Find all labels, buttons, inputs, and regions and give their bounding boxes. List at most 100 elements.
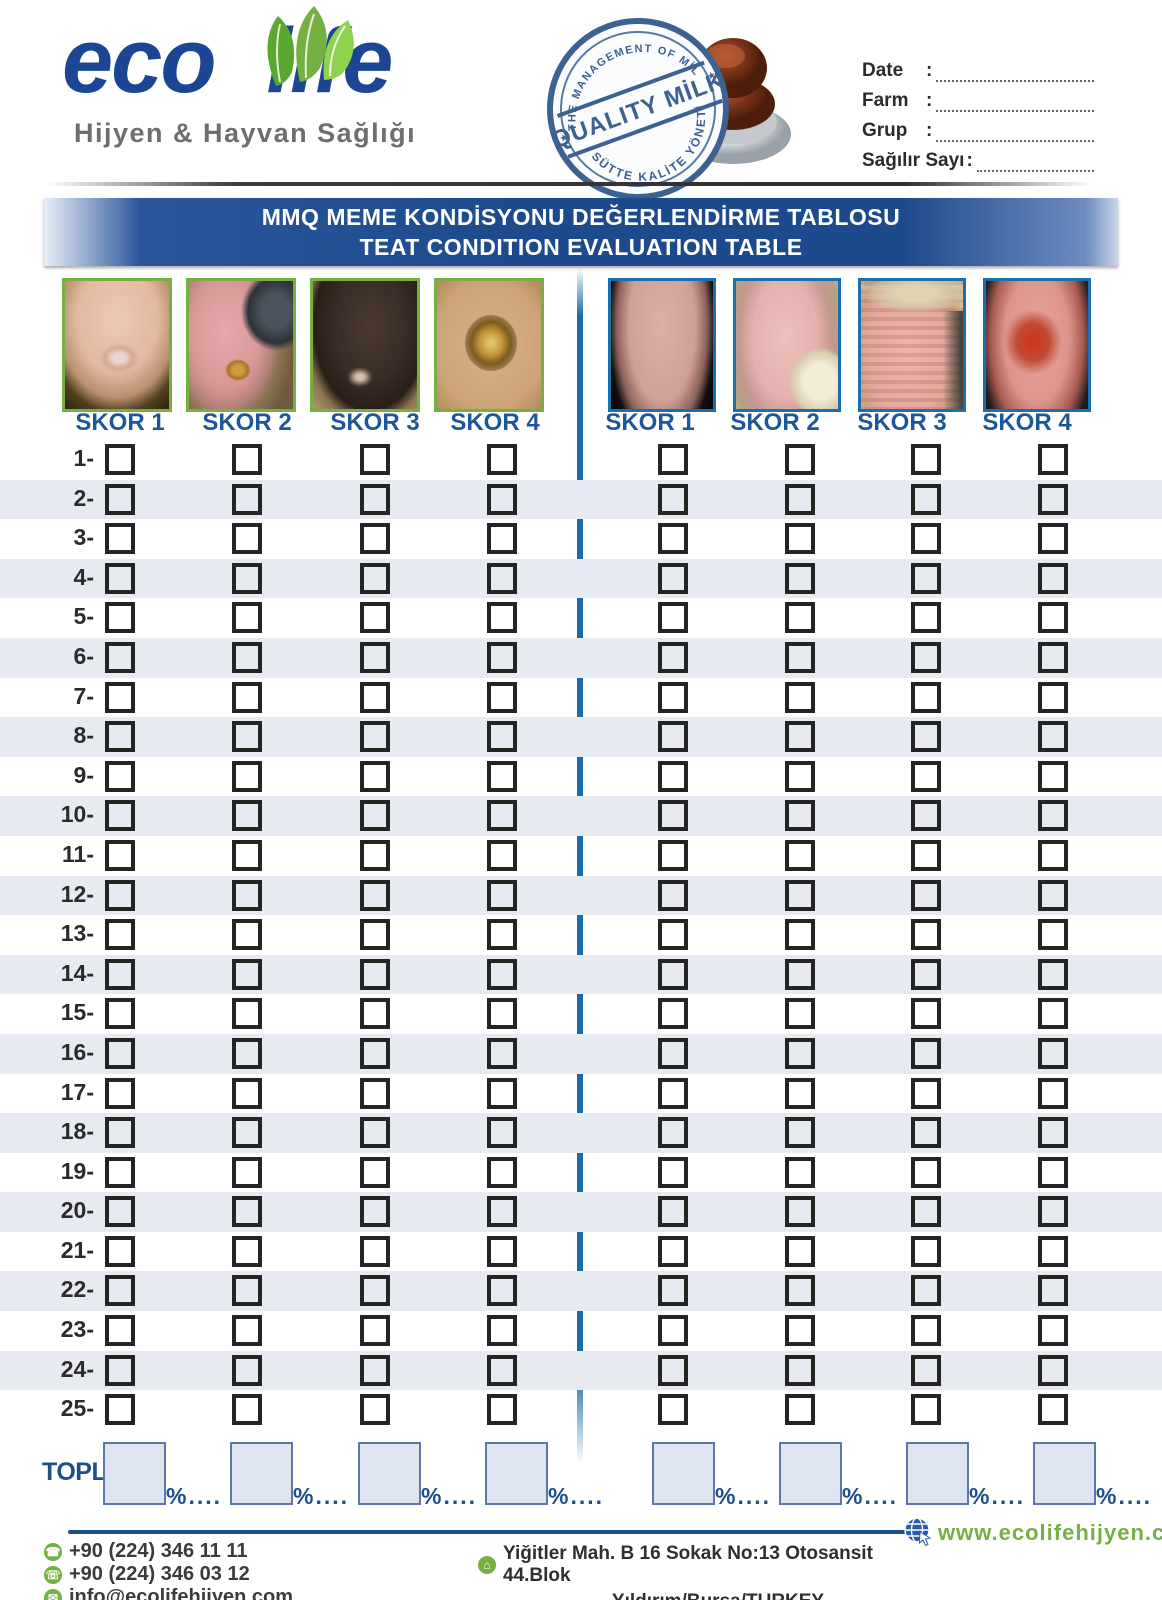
checkbox-left-skor4[interactable] xyxy=(487,681,517,713)
checkbox-right-skor2[interactable] xyxy=(785,1235,815,1267)
checkbox-right-skor2[interactable] xyxy=(785,1117,815,1149)
farm-input-line[interactable] xyxy=(936,90,1094,112)
checkbox-left-skor3[interactable] xyxy=(360,562,390,594)
checkbox-right-skor4[interactable] xyxy=(1038,523,1068,555)
checkbox-left-skor4[interactable] xyxy=(487,839,517,871)
checkbox-left-skor2[interactable] xyxy=(232,839,262,871)
checkbox-right-skor2[interactable] xyxy=(785,483,815,515)
checkbox-left-skor4[interactable] xyxy=(487,958,517,990)
checkbox-left-skor4[interactable] xyxy=(487,1077,517,1109)
checkbox-left-skor2[interactable] xyxy=(232,1196,262,1228)
checkbox-left-skor1[interactable] xyxy=(105,1117,135,1149)
checkbox-right-skor2[interactable] xyxy=(785,1077,815,1109)
checkbox-right-skor3[interactable] xyxy=(911,1354,941,1386)
checkbox-right-skor2[interactable] xyxy=(785,523,815,555)
checkbox-right-skor1[interactable] xyxy=(658,1037,688,1069)
checkbox-left-skor1[interactable] xyxy=(105,919,135,951)
checkbox-right-skor1[interactable] xyxy=(658,879,688,911)
checkbox-right-skor3[interactable] xyxy=(911,562,941,594)
checkbox-right-skor2[interactable] xyxy=(785,760,815,792)
checkbox-right-skor1[interactable] xyxy=(658,1117,688,1149)
checkbox-left-skor4[interactable] xyxy=(487,1235,517,1267)
checkbox-left-skor3[interactable] xyxy=(360,839,390,871)
checkbox-right-skor4[interactable] xyxy=(1038,839,1068,871)
checkbox-left-skor1[interactable] xyxy=(105,958,135,990)
checkbox-left-skor4[interactable] xyxy=(487,1156,517,1188)
checkbox-right-skor4[interactable] xyxy=(1038,721,1068,753)
checkbox-left-skor2[interactable] xyxy=(232,681,262,713)
checkbox-left-skor2[interactable] xyxy=(232,483,262,515)
checkbox-right-skor4[interactable] xyxy=(1038,444,1068,475)
checkbox-right-skor3[interactable] xyxy=(911,839,941,871)
checkbox-left-skor1[interactable] xyxy=(105,1394,135,1426)
total-input-box[interactable] xyxy=(906,1442,969,1505)
checkbox-right-skor1[interactable] xyxy=(658,602,688,634)
checkbox-left-skor4[interactable] xyxy=(487,1315,517,1347)
checkbox-right-skor2[interactable] xyxy=(785,839,815,871)
checkbox-left-skor3[interactable] xyxy=(360,641,390,673)
checkbox-right-skor4[interactable] xyxy=(1038,919,1068,951)
checkbox-left-skor1[interactable] xyxy=(105,602,135,634)
checkbox-left-skor2[interactable] xyxy=(232,1037,262,1069)
checkbox-right-skor4[interactable] xyxy=(1038,1196,1068,1228)
checkbox-right-skor1[interactable] xyxy=(658,444,688,475)
checkbox-left-skor2[interactable] xyxy=(232,1117,262,1149)
checkbox-right-skor2[interactable] xyxy=(785,444,815,475)
checkbox-left-skor2[interactable] xyxy=(232,523,262,555)
total-input-box[interactable] xyxy=(652,1442,715,1505)
checkbox-left-skor3[interactable] xyxy=(360,1315,390,1347)
checkbox-right-skor2[interactable] xyxy=(785,721,815,753)
checkbox-left-skor4[interactable] xyxy=(487,483,517,515)
checkbox-right-skor4[interactable] xyxy=(1038,562,1068,594)
checkbox-left-skor3[interactable] xyxy=(360,1354,390,1386)
checkbox-right-skor1[interactable] xyxy=(658,523,688,555)
checkbox-left-skor4[interactable] xyxy=(487,562,517,594)
checkbox-right-skor4[interactable] xyxy=(1038,1315,1068,1347)
checkbox-left-skor4[interactable] xyxy=(487,1196,517,1228)
checkbox-left-skor1[interactable] xyxy=(105,879,135,911)
checkbox-left-skor4[interactable] xyxy=(487,721,517,753)
checkbox-right-skor1[interactable] xyxy=(658,1235,688,1267)
checkbox-right-skor1[interactable] xyxy=(658,1315,688,1347)
checkbox-left-skor2[interactable] xyxy=(232,1077,262,1109)
checkbox-left-skor2[interactable] xyxy=(232,1235,262,1267)
checkbox-left-skor3[interactable] xyxy=(360,998,390,1030)
checkbox-right-skor3[interactable] xyxy=(911,681,941,713)
checkbox-right-skor4[interactable] xyxy=(1038,800,1068,832)
checkbox-right-skor3[interactable] xyxy=(911,483,941,515)
checkbox-left-skor3[interactable] xyxy=(360,1117,390,1149)
checkbox-right-skor4[interactable] xyxy=(1038,760,1068,792)
checkbox-right-skor4[interactable] xyxy=(1038,879,1068,911)
checkbox-right-skor1[interactable] xyxy=(658,562,688,594)
checkbox-right-skor3[interactable] xyxy=(911,1315,941,1347)
checkbox-left-skor2[interactable] xyxy=(232,1156,262,1188)
total-input-box[interactable] xyxy=(485,1442,548,1505)
checkbox-left-skor3[interactable] xyxy=(360,800,390,832)
checkbox-right-skor1[interactable] xyxy=(658,919,688,951)
checkbox-right-skor1[interactable] xyxy=(658,800,688,832)
checkbox-left-skor1[interactable] xyxy=(105,1275,135,1307)
checkbox-left-skor4[interactable] xyxy=(487,602,517,634)
checkbox-right-skor1[interactable] xyxy=(658,681,688,713)
checkbox-right-skor1[interactable] xyxy=(658,721,688,753)
total-input-box[interactable] xyxy=(779,1442,842,1505)
checkbox-right-skor3[interactable] xyxy=(911,721,941,753)
checkbox-right-skor3[interactable] xyxy=(911,1235,941,1267)
checkbox-left-skor3[interactable] xyxy=(360,1156,390,1188)
checkbox-right-skor3[interactable] xyxy=(911,1196,941,1228)
checkbox-right-skor1[interactable] xyxy=(658,1077,688,1109)
checkbox-left-skor4[interactable] xyxy=(487,1354,517,1386)
checkbox-left-skor4[interactable] xyxy=(487,523,517,555)
checkbox-right-skor2[interactable] xyxy=(785,1394,815,1426)
checkbox-left-skor1[interactable] xyxy=(105,1235,135,1267)
checkbox-left-skor2[interactable] xyxy=(232,800,262,832)
checkbox-right-skor4[interactable] xyxy=(1038,1037,1068,1069)
checkbox-left-skor4[interactable] xyxy=(487,919,517,951)
checkbox-left-skor2[interactable] xyxy=(232,1315,262,1347)
checkbox-right-skor1[interactable] xyxy=(658,760,688,792)
checkbox-right-skor3[interactable] xyxy=(911,958,941,990)
checkbox-right-skor4[interactable] xyxy=(1038,1077,1068,1109)
checkbox-right-skor1[interactable] xyxy=(658,1275,688,1307)
checkbox-left-skor1[interactable] xyxy=(105,1037,135,1069)
checkbox-left-skor3[interactable] xyxy=(360,1037,390,1069)
